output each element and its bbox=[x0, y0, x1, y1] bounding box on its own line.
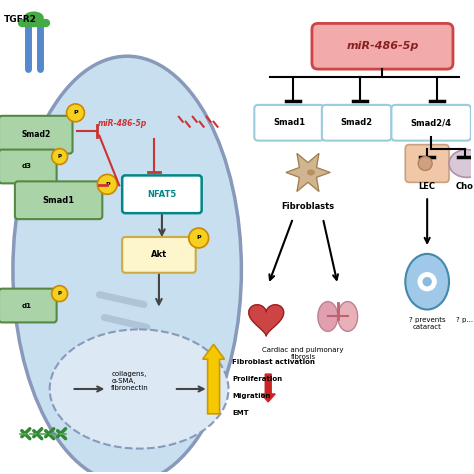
Ellipse shape bbox=[24, 11, 44, 23]
Ellipse shape bbox=[338, 301, 357, 331]
Text: miR-486-5p: miR-486-5p bbox=[97, 119, 146, 128]
Text: EMT: EMT bbox=[232, 410, 249, 416]
Text: NFAT5: NFAT5 bbox=[147, 190, 176, 199]
Text: Akt: Akt bbox=[151, 250, 167, 259]
Polygon shape bbox=[249, 305, 284, 336]
FancyBboxPatch shape bbox=[312, 23, 453, 69]
FancyBboxPatch shape bbox=[0, 150, 56, 183]
Circle shape bbox=[423, 278, 431, 286]
Text: d1: d1 bbox=[22, 302, 32, 309]
FancyBboxPatch shape bbox=[122, 237, 196, 273]
Text: Smad1: Smad1 bbox=[43, 196, 75, 205]
Ellipse shape bbox=[405, 254, 449, 310]
Text: Proliferation: Proliferation bbox=[232, 376, 283, 382]
Text: Cardiac and pulmonary
fibrosis: Cardiac and pulmonary fibrosis bbox=[262, 347, 344, 360]
Ellipse shape bbox=[449, 150, 474, 177]
Text: Smad2: Smad2 bbox=[21, 130, 50, 139]
Text: Fibroblasts: Fibroblasts bbox=[282, 202, 335, 211]
FancyBboxPatch shape bbox=[405, 145, 449, 182]
Circle shape bbox=[418, 273, 436, 291]
FancyBboxPatch shape bbox=[15, 182, 102, 219]
Text: collagens,
α-SMA,
fibronectin: collagens, α-SMA, fibronectin bbox=[111, 371, 149, 391]
Ellipse shape bbox=[13, 56, 241, 474]
Text: miR-486-5p: miR-486-5p bbox=[346, 41, 419, 51]
Text: Cho: Cho bbox=[456, 182, 474, 191]
Text: ? p...: ? p... bbox=[456, 318, 474, 323]
Bar bbox=[0, 1, 250, 473]
FancyBboxPatch shape bbox=[122, 175, 201, 213]
Text: P: P bbox=[58, 291, 62, 296]
FancyArrow shape bbox=[203, 344, 225, 414]
Circle shape bbox=[418, 156, 432, 171]
Text: Migration: Migration bbox=[232, 393, 271, 399]
Circle shape bbox=[52, 148, 68, 164]
Circle shape bbox=[189, 228, 209, 248]
Text: P: P bbox=[73, 110, 78, 115]
Text: ? prevents
cataract: ? prevents cataract bbox=[409, 318, 446, 330]
Text: Smad1: Smad1 bbox=[273, 118, 305, 127]
Text: P: P bbox=[58, 154, 62, 159]
Ellipse shape bbox=[307, 169, 315, 175]
Text: Fibroblast activation: Fibroblast activation bbox=[232, 359, 315, 365]
FancyBboxPatch shape bbox=[0, 116, 73, 154]
Text: Smad2: Smad2 bbox=[340, 118, 373, 127]
Polygon shape bbox=[286, 154, 330, 191]
Circle shape bbox=[97, 174, 117, 194]
FancyBboxPatch shape bbox=[0, 289, 56, 322]
Text: TGFR2: TGFR2 bbox=[4, 16, 37, 25]
Text: Smad2/4: Smad2/4 bbox=[410, 118, 452, 127]
Text: P: P bbox=[105, 182, 109, 187]
Ellipse shape bbox=[50, 329, 228, 448]
Bar bbox=[250, 1, 471, 473]
Circle shape bbox=[52, 286, 68, 301]
FancyBboxPatch shape bbox=[392, 105, 471, 141]
FancyBboxPatch shape bbox=[255, 105, 324, 141]
Text: LEC: LEC bbox=[419, 182, 436, 191]
Text: d3: d3 bbox=[22, 164, 32, 170]
Ellipse shape bbox=[318, 301, 338, 331]
FancyArrow shape bbox=[261, 374, 275, 402]
Circle shape bbox=[66, 104, 84, 122]
Text: P: P bbox=[196, 236, 201, 240]
FancyBboxPatch shape bbox=[322, 105, 392, 141]
